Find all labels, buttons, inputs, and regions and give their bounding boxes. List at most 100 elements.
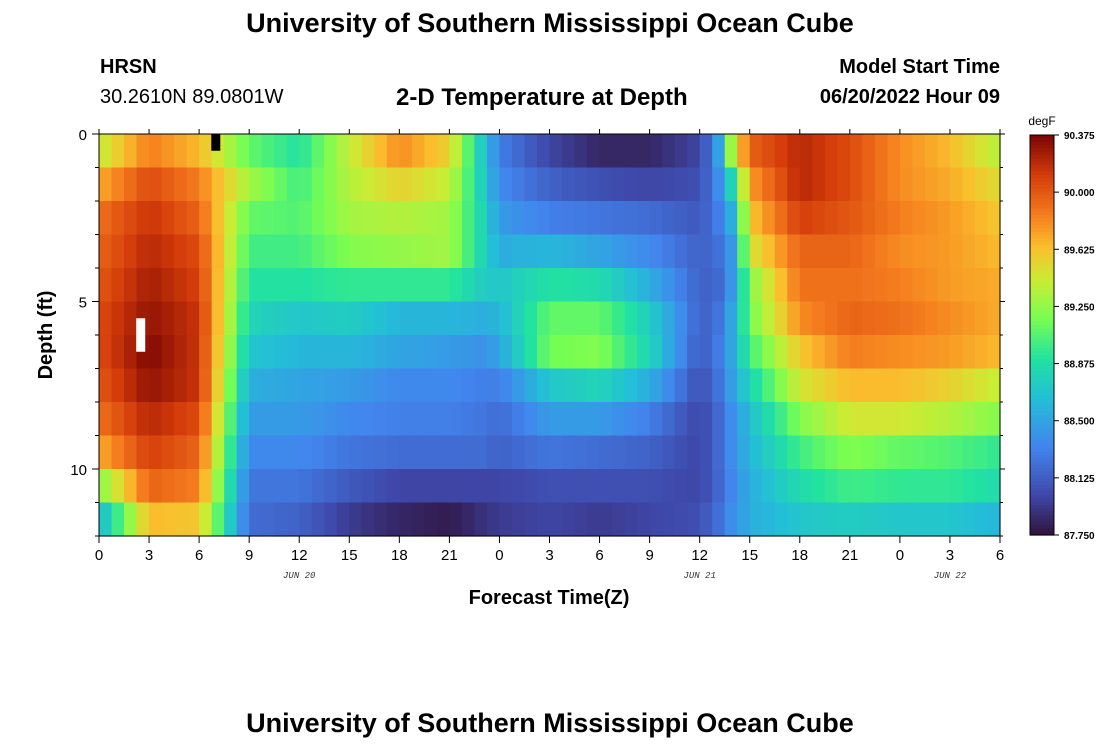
- heatmap-cell: [799, 502, 813, 537]
- heatmap-cell: [562, 301, 576, 336]
- heatmap-cell: [987, 368, 1001, 403]
- heatmap-cell: [236, 335, 250, 370]
- heatmap-cell: [224, 469, 238, 504]
- colorbar-segment: [1030, 248, 1054, 253]
- heatmap-cell: [874, 167, 888, 202]
- heatmap-cell: [311, 335, 325, 370]
- heatmap-cell: [261, 335, 275, 370]
- heatmap-cell: [499, 435, 513, 470]
- colorbar-segment: [1030, 191, 1054, 196]
- heatmap-cell: [349, 502, 363, 537]
- heatmap-cell: [424, 368, 438, 403]
- heatmap-cell: [399, 201, 413, 236]
- heatmap-cell: [311, 435, 325, 470]
- colorbar-segment: [1030, 315, 1054, 319]
- heatmap-cell: [862, 435, 876, 470]
- heatmap-cell: [349, 402, 363, 437]
- heatmap-cell: [799, 134, 813, 169]
- colorbar-tick-label: 89.250: [1064, 302, 1095, 313]
- heatmap-cell: [199, 268, 213, 303]
- heatmap-cell: [99, 402, 113, 437]
- heatmap-cell: [849, 502, 863, 537]
- heatmap-cell: [549, 234, 563, 269]
- heatmap-cell: [549, 502, 563, 537]
- colorbar-segment: [1030, 171, 1054, 176]
- heatmap-cell: [324, 368, 338, 403]
- colorbar-segment: [1030, 235, 1054, 239]
- heatmap-cell: [524, 301, 538, 336]
- heatmap-cell: [149, 234, 163, 269]
- heatmap-cell: [912, 268, 926, 303]
- colorbar-segment: [1030, 195, 1054, 199]
- heatmap-cell: [849, 201, 863, 236]
- x-date-label: JUN 21: [683, 571, 715, 581]
- heatmap-cell: [161, 201, 175, 236]
- heatmap-cell: [762, 402, 776, 437]
- heatmap-cell: [324, 134, 338, 169]
- colorbar-segment: [1030, 448, 1054, 453]
- footer-title: University of Southern Mississippi Ocean…: [246, 708, 854, 738]
- heatmap-cell: [874, 335, 888, 370]
- heatmap-cell: [436, 234, 450, 269]
- colorbar-segment: [1030, 461, 1054, 466]
- colorbar-segment: [1030, 488, 1054, 493]
- heatmap-cell: [674, 167, 688, 202]
- heatmap-cell: [599, 335, 613, 370]
- heatmap-cell: [949, 167, 964, 202]
- heatmap-cell: [974, 167, 989, 202]
- colorbar-tick-label: 88.125: [1064, 474, 1095, 485]
- heatmap-cell: [749, 502, 763, 537]
- heatmap-cell: [687, 469, 701, 504]
- heatmap-cell: [987, 301, 1001, 336]
- heatmap-cell: [461, 134, 476, 169]
- heatmap-cell: [549, 167, 563, 202]
- colorbar-segment: [1030, 385, 1054, 389]
- heatmap-cell: [374, 301, 388, 336]
- heatmap-cell: [749, 268, 763, 303]
- heatmap-cell: [862, 234, 876, 269]
- heatmap-cell: [774, 234, 788, 269]
- heatmap-cell: [762, 368, 776, 403]
- heatmap-cell: [249, 301, 263, 336]
- heatmap-cell: [774, 134, 788, 169]
- heatmap-cell: [824, 435, 838, 470]
- heatmap-cell: [599, 368, 613, 403]
- heatmap-cell: [987, 167, 1001, 202]
- colorbar-segment: [1030, 321, 1054, 326]
- heatmap-cell: [862, 368, 876, 403]
- heatmap-cell: [411, 201, 425, 236]
- colorbar-segment: [1030, 468, 1054, 473]
- heatmap-cell: [949, 301, 964, 336]
- heatmap-cell: [174, 368, 188, 403]
- heatmap-cell: [374, 368, 388, 403]
- colorbar-segment: [1030, 441, 1054, 446]
- heatmap-cell: [849, 301, 863, 336]
- heatmap-cell: [274, 234, 288, 269]
- heatmap-cell: [211, 301, 225, 336]
- heatmap-cell: [687, 134, 701, 169]
- heatmap-cell: [587, 167, 601, 202]
- heatmap-cell: [699, 167, 713, 202]
- heatmap-cell: [712, 402, 726, 437]
- y-tick-label: 0: [79, 127, 87, 144]
- heatmap-cell: [499, 368, 513, 403]
- heatmap-cell: [649, 234, 663, 269]
- heatmap-cell: [111, 134, 125, 169]
- heatmap-cell: [399, 502, 413, 537]
- colorbar-segment: [1030, 155, 1054, 159]
- heatmap-cell: [674, 301, 688, 336]
- heatmap-cell: [311, 201, 325, 236]
- heatmap-cell: [124, 335, 138, 370]
- heatmap-cell: [224, 301, 238, 336]
- heatmap-cell: [386, 234, 400, 269]
- heatmap-cell: [286, 301, 300, 336]
- heatmap-cell: [762, 301, 776, 336]
- heatmap-cell: [699, 402, 713, 437]
- x-tick-label: 12: [691, 547, 708, 564]
- heatmap-cell: [224, 402, 238, 437]
- heatmap-cell: [837, 502, 851, 537]
- heatmap-cell: [536, 167, 551, 202]
- heatmap-cell: [386, 134, 400, 169]
- colorbar-segment: [1030, 421, 1054, 426]
- heatmap-cell: [649, 335, 663, 370]
